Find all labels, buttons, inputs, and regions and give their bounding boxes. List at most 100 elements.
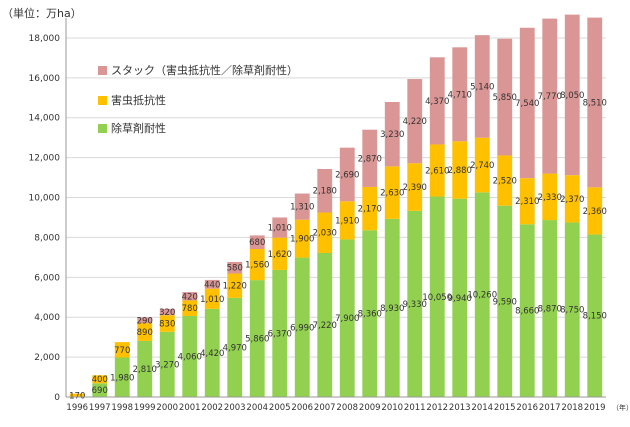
stacked-trait-data-label: 2,180	[313, 187, 337, 197]
stacked-trait-segment	[497, 38, 513, 156]
insect-resistance-data-label: 2,390	[403, 183, 427, 193]
y-tick-label: 6,000	[34, 273, 60, 283]
x-tick-label: 2011	[404, 403, 426, 413]
y-tick-label: 18,000	[29, 34, 61, 44]
stacked-trait-data-label: 4,710	[448, 90, 472, 100]
stacked-trait-segment	[519, 27, 535, 179]
stacked-trait-segment	[407, 79, 423, 164]
herbicide-data-label: 4,420	[200, 349, 224, 359]
x-tick-label: 2017	[539, 403, 561, 413]
stacked-trait-segment	[587, 17, 603, 188]
herbicide-segment	[294, 257, 310, 397]
herbicide-segment	[204, 308, 220, 397]
x-tick-label: 1998	[111, 403, 133, 413]
insect-resistance-segment	[294, 219, 310, 258]
insect-resistance-segment	[249, 248, 265, 281]
herbicide-data-label: 8,150	[583, 312, 607, 322]
insect-resistance-data-label: 1,620	[268, 250, 292, 260]
insect-resistance-data-label: 2,520	[493, 177, 517, 187]
stacked-trait-segment	[227, 261, 243, 274]
unit-label: （単位：万ha）	[2, 6, 82, 20]
insect-resistance-data-label: 830	[159, 319, 175, 329]
x-tick-label: 2008	[336, 403, 358, 413]
insect-resistance-data-label: 770	[114, 346, 130, 356]
stacked-trait-data-label: 420	[182, 292, 198, 302]
x-tick-label: 2001	[179, 403, 201, 413]
insect-resistance-segment	[407, 163, 423, 211]
herbicide-segment	[339, 239, 355, 397]
x-tick-label: 2015	[494, 403, 516, 413]
herbicide-segment	[159, 331, 175, 397]
insect-resistance-segment	[159, 315, 175, 332]
herbicide-data-label: 3,270	[155, 360, 179, 370]
insect-resistance-data-label: 2,740	[470, 161, 494, 171]
y-tick-label: 8,000	[34, 233, 60, 243]
legend-label: 除草剤耐性	[111, 121, 166, 135]
insect-resistance-segment	[519, 178, 535, 225]
insect-resistance-segment	[339, 201, 355, 240]
herbicide-segment	[452, 198, 468, 397]
insect-resistance-data-label: 1,010	[200, 295, 224, 305]
x-tick-label: 2016	[516, 403, 538, 413]
herbicide-data-label: 1,980	[110, 373, 134, 383]
herbicide-segment	[92, 383, 108, 397]
herbicide-segment	[497, 205, 513, 397]
stacked-trait-segment	[204, 279, 220, 289]
herbicide-data-label: 8,750	[560, 306, 584, 316]
insect-resistance-segment	[564, 175, 580, 223]
herbicide-data-label: 7,900	[335, 314, 359, 324]
stacked-trait-data-label: 440	[204, 280, 220, 290]
insect-resistance-data-label: 2,170	[358, 205, 382, 215]
stacked-trait-data-label: 680	[249, 238, 265, 248]
stacked-trait-data-label: 4,370	[425, 97, 449, 107]
herbicide-segment	[137, 340, 153, 397]
y-tick-label: 2,000	[34, 353, 60, 363]
herbicide-segment	[182, 316, 198, 397]
x-tick-label: 2000	[156, 403, 178, 413]
insect-resistance-data-label: 2,360	[583, 207, 607, 217]
herbicide-segment	[362, 230, 378, 397]
herbicide-data-label: 6,370	[268, 329, 292, 339]
insect-resistance-data-label: 2,370	[560, 195, 584, 205]
insect-resistance-data-label: 2,880	[448, 166, 472, 176]
stacked-trait-data-label: 5,850	[493, 93, 517, 103]
x-tick-label: 2019	[584, 403, 606, 413]
herbicide-segment	[407, 210, 423, 397]
x-tick-label: 2005	[269, 403, 291, 413]
insect-resistance-segment	[137, 323, 153, 341]
insect-resistance-segment	[429, 144, 445, 197]
stacked-trait-data-label: 1,010	[268, 224, 292, 234]
legend-label: 害虫抵抗性	[111, 93, 166, 107]
insect-resistance-segment	[69, 393, 85, 397]
herbicide-data-label: 2,810	[133, 365, 157, 375]
x-tick-label: 2006	[291, 403, 313, 413]
insect-resistance-segment	[317, 212, 333, 253]
stacked-trait-segment	[249, 235, 265, 249]
insect-resistance-data-label: 1,910	[335, 216, 359, 226]
stacked-trait-data-label: 7,540	[515, 99, 539, 109]
insect-resistance-segment	[542, 173, 558, 221]
herbicide-data-label: 8,660	[515, 307, 539, 317]
herbicide-segment	[564, 222, 580, 397]
herbicide-data-label: 4,970	[223, 343, 247, 353]
x-tick-label: 2014	[471, 403, 493, 413]
stacked-trait-segment	[564, 14, 580, 176]
x-tick-label: 2002	[201, 403, 223, 413]
stacked-trait-segment	[182, 292, 198, 301]
insect-resistance-data-label: 1,560	[245, 261, 269, 271]
insect-resistance-data-label: 400	[92, 375, 108, 385]
stacked-trait-data-label: 7,770	[538, 92, 562, 102]
stacked-trait-data-label: 2,690	[335, 170, 359, 180]
insect-resistance-data-label: 170	[69, 391, 85, 401]
insect-resistance-segment	[92, 375, 108, 384]
bars	[69, 14, 603, 397]
x-tick-label: 2018	[561, 403, 583, 413]
herbicide-data-label: 6,990	[290, 323, 314, 333]
insect-resistance-data-label: 890	[137, 328, 153, 338]
insect-resistance-data-label: 2,330	[538, 193, 562, 203]
stacked-trait-segment	[137, 317, 153, 324]
stacked-trait-data-label: 1,310	[290, 203, 314, 213]
